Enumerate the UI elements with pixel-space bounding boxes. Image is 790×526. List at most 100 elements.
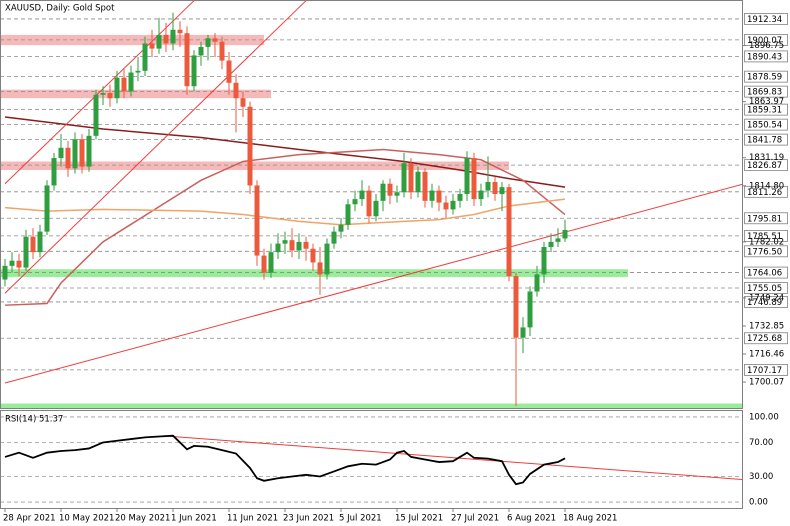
candle-body [30, 236, 36, 253]
zone [0, 403, 742, 408]
axes: 1912.34 1900.07 1890.43 1878.59 1869.83 1859.… [3, 13, 788, 524]
candle-body [520, 327, 526, 338]
level-label: 1725.68 [747, 334, 782, 344]
x-tick-label: 6 Aug 2021 [507, 514, 556, 524]
candle-body [492, 182, 498, 194]
candle-body [443, 202, 449, 210]
candle-body [506, 187, 512, 277]
y-tick-label: 1732.85 [749, 321, 784, 331]
candle-body [2, 265, 8, 280]
level-box [744, 282, 788, 294]
candle-body [541, 247, 547, 275]
y-tick-label: 1831.19 [749, 153, 784, 163]
level-box [744, 296, 788, 308]
candle-body [562, 229, 568, 239]
candle-body [44, 185, 50, 232]
candle-body [198, 46, 204, 56]
rsi-panel [0, 416, 742, 503]
candle-body [359, 190, 365, 200]
x-tick-label: 15 Jul 2021 [395, 514, 443, 524]
level-box [744, 85, 788, 98]
x-tick-label: 28 Apr 2021 [3, 514, 56, 524]
candle-body [170, 29, 176, 44]
candle-body [37, 231, 43, 253]
candle-body [317, 262, 323, 275]
level-label: 1890.43 [747, 52, 782, 62]
level-label: 1859.31 [747, 106, 782, 116]
level-box [744, 118, 788, 131]
level-box [744, 229, 788, 242]
candle-body [408, 163, 414, 193]
zone [0, 89, 271, 99]
level-box [744, 245, 788, 258]
level-label: 1776.50 [747, 247, 782, 257]
candle-body [310, 248, 316, 263]
x-tick-label: 10 May 2021 [59, 514, 114, 524]
y-tick-label: 1814.80 [749, 181, 784, 191]
y-tick-label: 1716.46 [749, 350, 784, 360]
candle-body [226, 60, 232, 83]
candle-body [233, 82, 239, 99]
candle-body [51, 158, 57, 186]
candle-body [128, 72, 134, 92]
candle-body [205, 38, 211, 47]
level-label: 1826.87 [747, 161, 782, 171]
x-tick-label: 18 Aug 2021 [563, 514, 617, 524]
y-tick-label: 1700.07 [749, 378, 784, 388]
candle-body [149, 43, 155, 49]
candle-body [142, 43, 148, 71]
trend-line [4, 0, 307, 294]
candle-body [429, 190, 435, 201]
candle-body [121, 77, 127, 92]
moving-average [4, 116, 566, 188]
level-box [744, 34, 788, 46]
level-box [744, 212, 788, 225]
chart-title: XAUUSD, Daily: Gold Spot [5, 4, 115, 14]
zone [0, 269, 628, 277]
trend-line [4, 0, 195, 185]
candle-body [240, 98, 246, 107]
candle-body [436, 190, 442, 203]
candle-body [282, 240, 288, 244]
candle-body [499, 187, 505, 194]
level-label: 1912.34 [747, 15, 782, 25]
candle-body [289, 240, 295, 251]
moving-average [4, 148, 566, 306]
level-label: 1795.81 [747, 214, 782, 224]
candle-body [9, 260, 15, 266]
level-label: 1707.17 [747, 366, 782, 376]
candle-body [457, 193, 463, 201]
rsi-tick-label: 100.00 [749, 412, 779, 422]
candle-body [254, 185, 260, 256]
candle-body [394, 192, 400, 196]
x-tick-label: 20 May 2021 [115, 514, 170, 524]
candle-body [548, 241, 554, 248]
rsi-line [4, 434, 566, 486]
x-tick-label: 5 Jul 2021 [339, 514, 382, 524]
level-box [744, 159, 788, 172]
x-tick-label: 11 Jun 2021 [227, 514, 278, 524]
level-label: 1764.06 [747, 269, 782, 279]
candle-body [450, 200, 456, 210]
candle-body [373, 200, 379, 217]
candle-body [464, 158, 470, 194]
candle-body [324, 243, 330, 275]
candle-body [16, 260, 22, 268]
candle-body [191, 55, 197, 87]
moving-average [4, 198, 566, 226]
candle-body [366, 190, 372, 217]
candle-body [534, 274, 540, 292]
candle-body [86, 135, 92, 167]
candle-body [380, 183, 386, 201]
candle-body [100, 93, 106, 95]
x-tick-label: 23 Jun 2021 [283, 514, 334, 524]
candle-body [23, 236, 29, 268]
candle-body [58, 147, 64, 159]
candle-body [275, 243, 281, 253]
candle-body [485, 182, 491, 191]
level-label: 1746.89 [747, 298, 782, 308]
candle-body [338, 224, 344, 232]
candle-body [163, 34, 169, 44]
main-frame [0, 0, 743, 409]
